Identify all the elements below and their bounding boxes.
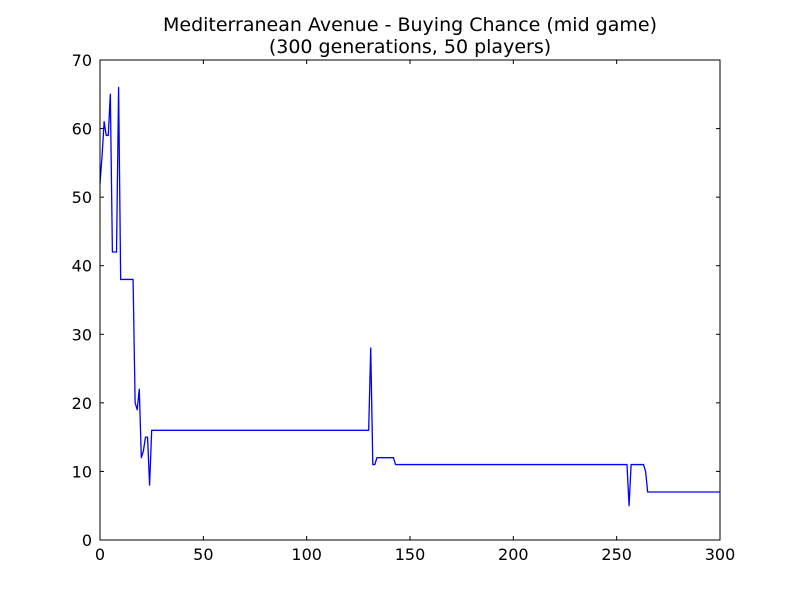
y-tick-label: 40 [72,257,92,276]
x-tick-label: 0 [95,545,105,564]
x-tick-label: 50 [193,545,213,564]
x-tick-label: 300 [705,545,736,564]
y-tick-label: 10 [72,462,92,481]
y-tick-label: 30 [72,325,92,344]
x-tick-label: 250 [601,545,632,564]
y-tick-label: 20 [72,394,92,413]
y-tick-label: 0 [82,531,92,550]
x-tick-label: 200 [498,545,529,564]
axis-ticks: 0 50 100 150 200 250 300 0 10 20 30 40 50 60 70 [72,51,736,564]
x-tick-label: 100 [291,545,322,564]
y-tick-label: 60 [72,120,92,139]
series-line [99,86,720,507]
series-layer [99,86,720,507]
y-tick-label: 50 [72,188,92,207]
plot-area-frame [99,59,721,541]
x-tick-label: 150 [395,545,426,564]
chart-title: Mediterranean Avenue - Buying Chance (mi… [163,14,657,36]
y-tick-label: 70 [72,51,92,70]
chart-subtitle: (300 generations, 50 players) [269,36,551,58]
